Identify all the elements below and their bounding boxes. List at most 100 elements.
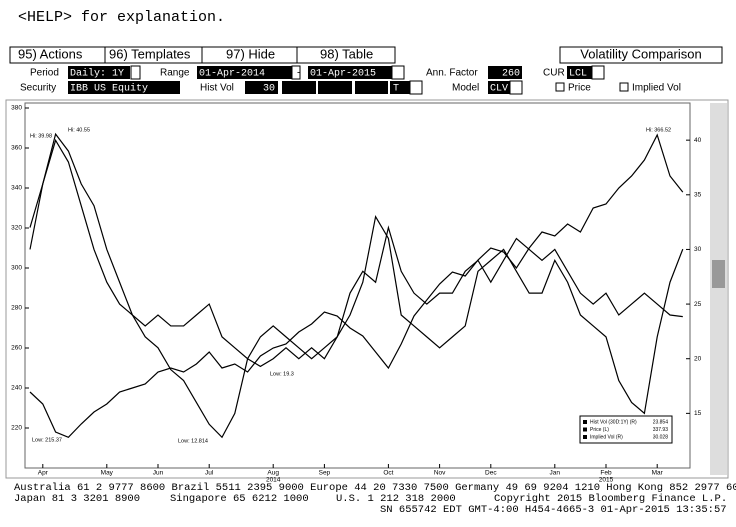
button-label[interactable]: 95) Actions	[18, 46, 83, 61]
label: CUR	[543, 68, 565, 79]
input-value[interactable]: Daily: 1Y	[70, 68, 124, 80]
input-value[interactable]: CLV	[490, 84, 508, 95]
input[interactable]	[291, 65, 301, 80]
y-tick-label: 340	[11, 185, 22, 192]
input[interactable]	[308, 66, 392, 79]
x-tick-label: Jun	[153, 470, 164, 477]
y-tick-label: 380	[11, 105, 22, 112]
x-year-label: 2014	[266, 477, 281, 484]
input[interactable]	[409, 80, 423, 95]
legend-box	[579, 415, 673, 444]
x-tick-label: Mar	[652, 470, 664, 477]
input[interactable]	[318, 81, 352, 94]
legend-label: Price (L)	[590, 427, 609, 433]
input[interactable]	[391, 65, 405, 80]
x-tick-label: Feb	[600, 470, 612, 477]
annotation: Low: 19.3	[270, 371, 294, 377]
x-tick-label: May	[101, 470, 114, 477]
input-value[interactable]: 01-Apr-2014	[199, 69, 265, 80]
legend-value: 23.854	[653, 419, 669, 425]
legend-swatch	[583, 420, 587, 424]
input[interactable]	[197, 66, 292, 79]
input[interactable]	[390, 81, 410, 94]
button-label[interactable]: 97) Hide	[226, 46, 275, 61]
series-line	[29, 138, 684, 415]
input[interactable]	[591, 65, 605, 80]
button-label[interactable]: 96) Templates	[109, 46, 191, 61]
input[interactable]	[68, 66, 130, 79]
y-tick-label: 300	[11, 265, 22, 272]
y2-tick-label: 20	[694, 355, 702, 362]
label: Model	[452, 83, 479, 94]
input[interactable]	[355, 81, 388, 94]
footer-text: SN 655742 EDT GMT-4:00 H454-4665-3 01-Ap…	[380, 504, 727, 516]
y-tick-label: 220	[11, 425, 22, 432]
scroll-thumb[interactable]	[712, 260, 725, 288]
y-tick-label: 260	[11, 345, 22, 352]
y-tick-label: 320	[11, 225, 22, 232]
legend-swatch	[583, 435, 587, 439]
button-label[interactable]: 98) Table	[320, 46, 373, 61]
input-value[interactable]: LCL	[569, 69, 587, 80]
x-year-label: 2015	[599, 477, 614, 484]
x-tick-label: Jul	[205, 470, 214, 477]
button[interactable]	[296, 46, 396, 64]
checkbox[interactable]	[555, 82, 565, 92]
label: Hist Vol	[200, 83, 234, 94]
x-tick-label: Oct	[383, 470, 393, 477]
footer-text: Japan 81 3 3201 8900	[14, 493, 140, 505]
x-tick-label: Sep	[319, 470, 331, 477]
y2-tick-label: 30	[694, 246, 702, 253]
checkbox[interactable]	[619, 82, 629, 92]
y2-tick-label: 40	[694, 137, 702, 144]
input-value[interactable]: 30	[263, 84, 275, 95]
legend-swatch	[583, 427, 587, 432]
label: -	[297, 68, 300, 79]
window-title: Volatility Comparison	[580, 46, 701, 61]
label: Security	[20, 83, 56, 94]
x-tick-label: Jan	[550, 470, 561, 477]
help-text: <HELP> for explanation.	[18, 9, 225, 26]
input[interactable]	[245, 81, 278, 94]
y-tick-label: 360	[11, 145, 22, 152]
input[interactable]	[488, 81, 510, 94]
legend-value: 337.93	[653, 427, 669, 433]
input[interactable]	[488, 66, 522, 79]
input-value[interactable]: T	[393, 84, 399, 95]
x-tick-label: Dec	[485, 470, 497, 477]
input[interactable]	[130, 65, 141, 80]
label: Price	[568, 83, 591, 94]
legend-value: 30.028	[653, 434, 669, 440]
label: Period	[30, 68, 59, 79]
input-value[interactable]: 01-Apr-2015	[310, 69, 376, 80]
footer-text: Singapore 65 6212 1000	[170, 493, 309, 505]
input[interactable]	[68, 81, 180, 94]
input-value[interactable]: IBB US Equity	[70, 83, 148, 95]
input-value[interactable]: 260	[502, 69, 520, 80]
label: Ann. Factor	[426, 68, 478, 79]
label: Range	[160, 68, 190, 79]
footer-text: U.S. 1 212 318 2000	[336, 493, 456, 505]
y2-tick-label: 15	[694, 410, 702, 417]
annotation: Hi: 39.98	[30, 133, 52, 139]
y2-tick-label: 25	[694, 301, 702, 308]
series-line	[29, 133, 684, 438]
input[interactable]	[282, 81, 316, 94]
annotation: Hi: 40.55	[68, 127, 90, 133]
x-tick-label: Aug	[267, 470, 279, 477]
label: Implied Vol	[632, 83, 681, 94]
input[interactable]	[509, 80, 523, 95]
footer-text: Copyright 2015 Bloomberg Finance L.P.	[494, 493, 727, 505]
scrollbar[interactable]	[710, 103, 727, 475]
plot-area	[24, 102, 691, 469]
footer-text: Australia 61 2 9777 8600 Brazil 5511 239…	[14, 482, 736, 494]
x-tick-label: Nov	[434, 470, 446, 477]
annotation: Low: 215.37	[32, 437, 62, 443]
title-box	[559, 46, 723, 64]
y-tick-label: 240	[11, 385, 22, 392]
input[interactable]	[567, 66, 592, 79]
legend-label: Hist Vol (30D:1Y) (R)	[590, 419, 637, 425]
legend-label: Implied Vol (R)	[590, 434, 623, 440]
